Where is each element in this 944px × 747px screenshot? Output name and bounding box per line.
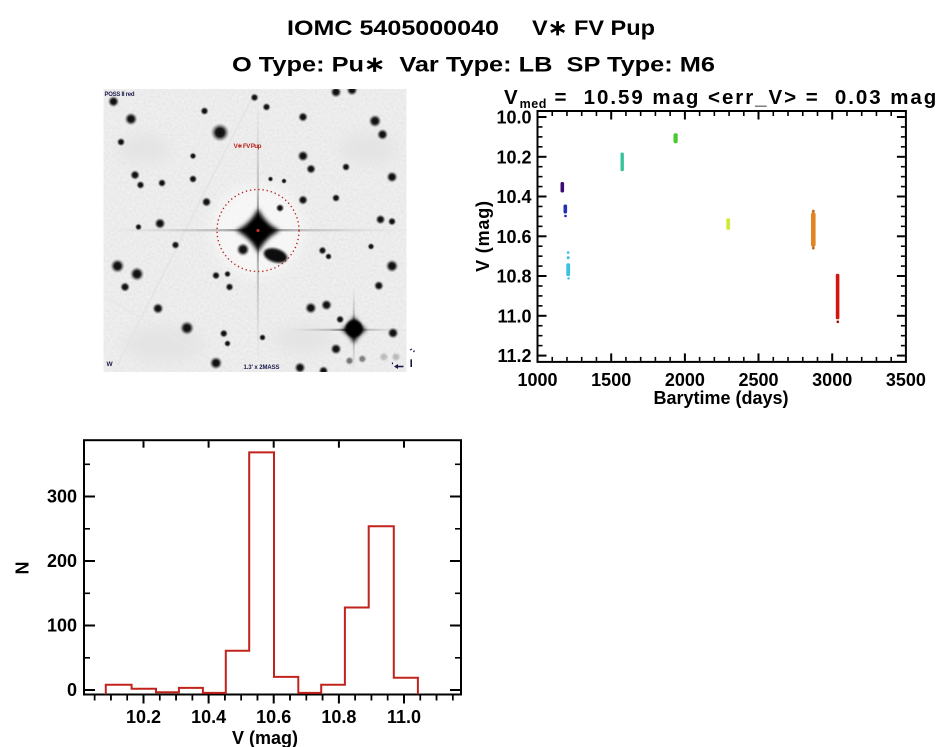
svg-text:3000: 3000 — [812, 370, 852, 390]
svg-text:2000: 2000 — [665, 370, 705, 390]
svg-text:200: 200 — [47, 551, 77, 571]
svg-text:300: 300 — [47, 487, 77, 507]
svg-text:V∗ FV Pup: V∗ FV Pup — [532, 16, 655, 40]
svg-text:V∗ FV Pup: V∗ FV Pup — [234, 143, 262, 150]
svg-text:1.3' x 2MASS: 1.3' x 2MASS — [244, 365, 280, 371]
svg-text:11.0: 11.0 — [387, 707, 421, 727]
svg-text:11.0: 11.0 — [497, 306, 531, 326]
svg-text:IOMC 5405000040: IOMC 5405000040 — [287, 16, 499, 40]
svg-text:10.2: 10.2 — [496, 147, 531, 167]
svg-text:W: W — [107, 361, 114, 368]
svg-text:10.6: 10.6 — [496, 227, 531, 247]
svg-text:N: N — [13, 562, 33, 575]
svg-text:2500: 2500 — [738, 370, 778, 390]
svg-text:1000: 1000 — [517, 370, 557, 390]
svg-text:Vmed = 10.59 mag <err_V> = 0: Vmed = 10.59 mag <err_V> = 0.03 mag — [504, 86, 938, 111]
svg-text:O Type: Pu∗ Var Type: LB SP: O Type: Pu∗ Var Type: LB SP Type: M6 — [232, 53, 715, 77]
svg-text:10.6: 10.6 — [256, 707, 291, 727]
svg-text:10.2: 10.2 — [126, 707, 161, 727]
svg-text:1500: 1500 — [591, 370, 631, 390]
svg-text:10.4: 10.4 — [191, 707, 226, 727]
svg-text:100: 100 — [47, 616, 77, 636]
svg-text:POSS II red: POSS II red — [105, 92, 135, 98]
svg-text:V (mag): V (mag) — [232, 728, 298, 747]
svg-text:11.2: 11.2 — [497, 346, 531, 366]
svg-text:10.0: 10.0 — [496, 108, 531, 128]
svg-text:10.4: 10.4 — [496, 187, 531, 207]
svg-text:V (mag): V (mag) — [473, 200, 493, 272]
svg-text:10.8: 10.8 — [321, 707, 356, 727]
svg-text:Barytime (days): Barytime (days) — [653, 388, 788, 408]
svg-text:0: 0 — [67, 680, 77, 700]
svg-text:10.8: 10.8 — [496, 267, 531, 287]
svg-text:3500: 3500 — [886, 370, 926, 390]
